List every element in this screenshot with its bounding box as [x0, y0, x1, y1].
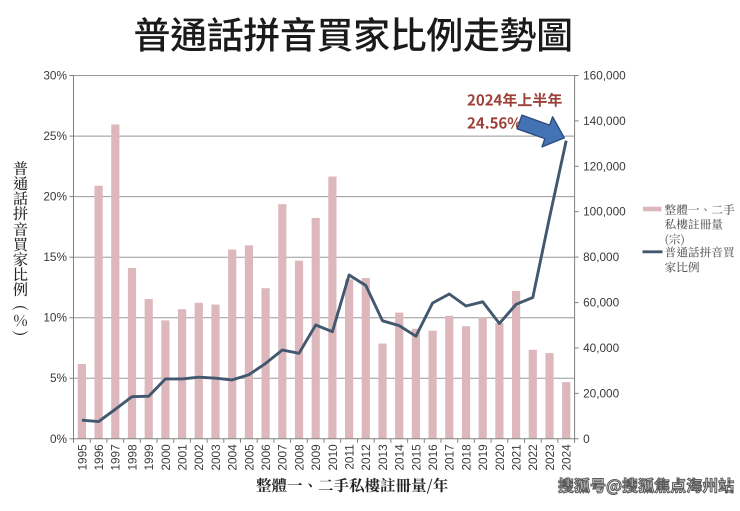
svg-text:20,000: 20,000 [583, 386, 620, 400]
svg-text:2016: 2016 [426, 444, 440, 471]
svg-text:2020: 2020 [493, 444, 507, 471]
svg-text:2015: 2015 [409, 444, 423, 471]
svg-text:2011: 2011 [343, 444, 357, 469]
svg-text:2000: 2000 [159, 444, 173, 471]
svg-text:2017: 2017 [443, 444, 457, 470]
svg-text:0: 0 [583, 432, 590, 446]
svg-text:25%: 25% [43, 129, 67, 143]
svg-text:0%: 0% [50, 432, 68, 446]
svg-text:私樓註冊量: 私樓註冊量 [665, 217, 724, 233]
svg-text:2004: 2004 [226, 444, 240, 471]
svg-text:140,000: 140,000 [583, 114, 626, 128]
svg-text:30%: 30% [43, 69, 67, 83]
svg-text:2021: 2021 [510, 444, 524, 470]
svg-text:2001: 2001 [176, 444, 190, 470]
svg-text:24.56%: 24.56% [467, 113, 522, 134]
svg-text:15%: 15% [43, 250, 67, 264]
svg-text:2005: 2005 [242, 444, 256, 471]
svg-text:1999: 1999 [142, 444, 156, 470]
svg-text:2019: 2019 [476, 444, 490, 470]
svg-text:2009: 2009 [309, 444, 323, 470]
svg-text:1998: 1998 [125, 444, 139, 471]
svg-text:20%: 20% [43, 190, 67, 204]
svg-text:2006: 2006 [259, 444, 273, 471]
svg-text:10%: 10% [43, 311, 67, 325]
svg-text:2022: 2022 [526, 444, 540, 470]
svg-text:搜狐号@搜狐焦点海州站: 搜狐号@搜狐焦点海州站 [558, 473, 734, 497]
svg-text:2024: 2024 [560, 444, 574, 471]
svg-text:120,000: 120,000 [583, 159, 626, 173]
svg-text:2010: 2010 [326, 444, 340, 471]
svg-text:普通話拼音買家比例走勢圖: 普通話拼音買家比例走勢圖 [134, 6, 573, 60]
svg-text:80,000: 80,000 [583, 250, 620, 264]
svg-text:普通話拼音買: 普通話拼音買 [665, 245, 735, 261]
svg-text:2024年上半年: 2024年上半年 [467, 90, 562, 111]
svg-text:5%: 5% [50, 371, 68, 385]
svg-text:1996: 1996 [92, 444, 106, 471]
svg-text:2013: 2013 [376, 444, 390, 471]
svg-text:2018: 2018 [459, 444, 473, 471]
svg-text:2007: 2007 [276, 444, 290, 470]
svg-text:2023: 2023 [543, 444, 557, 471]
svg-text:2014: 2014 [393, 444, 407, 471]
svg-text:整體一、二手私樓註冊量/年: 整體一、二手私樓註冊量/年 [256, 474, 449, 496]
svg-text:2002: 2002 [192, 444, 206, 470]
svg-text:100,000: 100,000 [583, 205, 626, 219]
svg-text:1997: 1997 [109, 444, 123, 470]
svg-text:40,000: 40,000 [583, 341, 620, 355]
svg-text:整體一、二手: 整體一、二手 [665, 202, 735, 218]
svg-text:2008: 2008 [292, 444, 306, 471]
svg-text:家比例: 家比例 [665, 259, 700, 275]
svg-text:1995: 1995 [75, 444, 89, 471]
svg-text:(宗): (宗) [665, 231, 685, 247]
svg-text:160,000: 160,000 [583, 69, 626, 83]
svg-text:2012: 2012 [359, 444, 373, 470]
svg-text:60,000: 60,000 [583, 296, 620, 310]
svg-text:2003: 2003 [209, 444, 223, 471]
